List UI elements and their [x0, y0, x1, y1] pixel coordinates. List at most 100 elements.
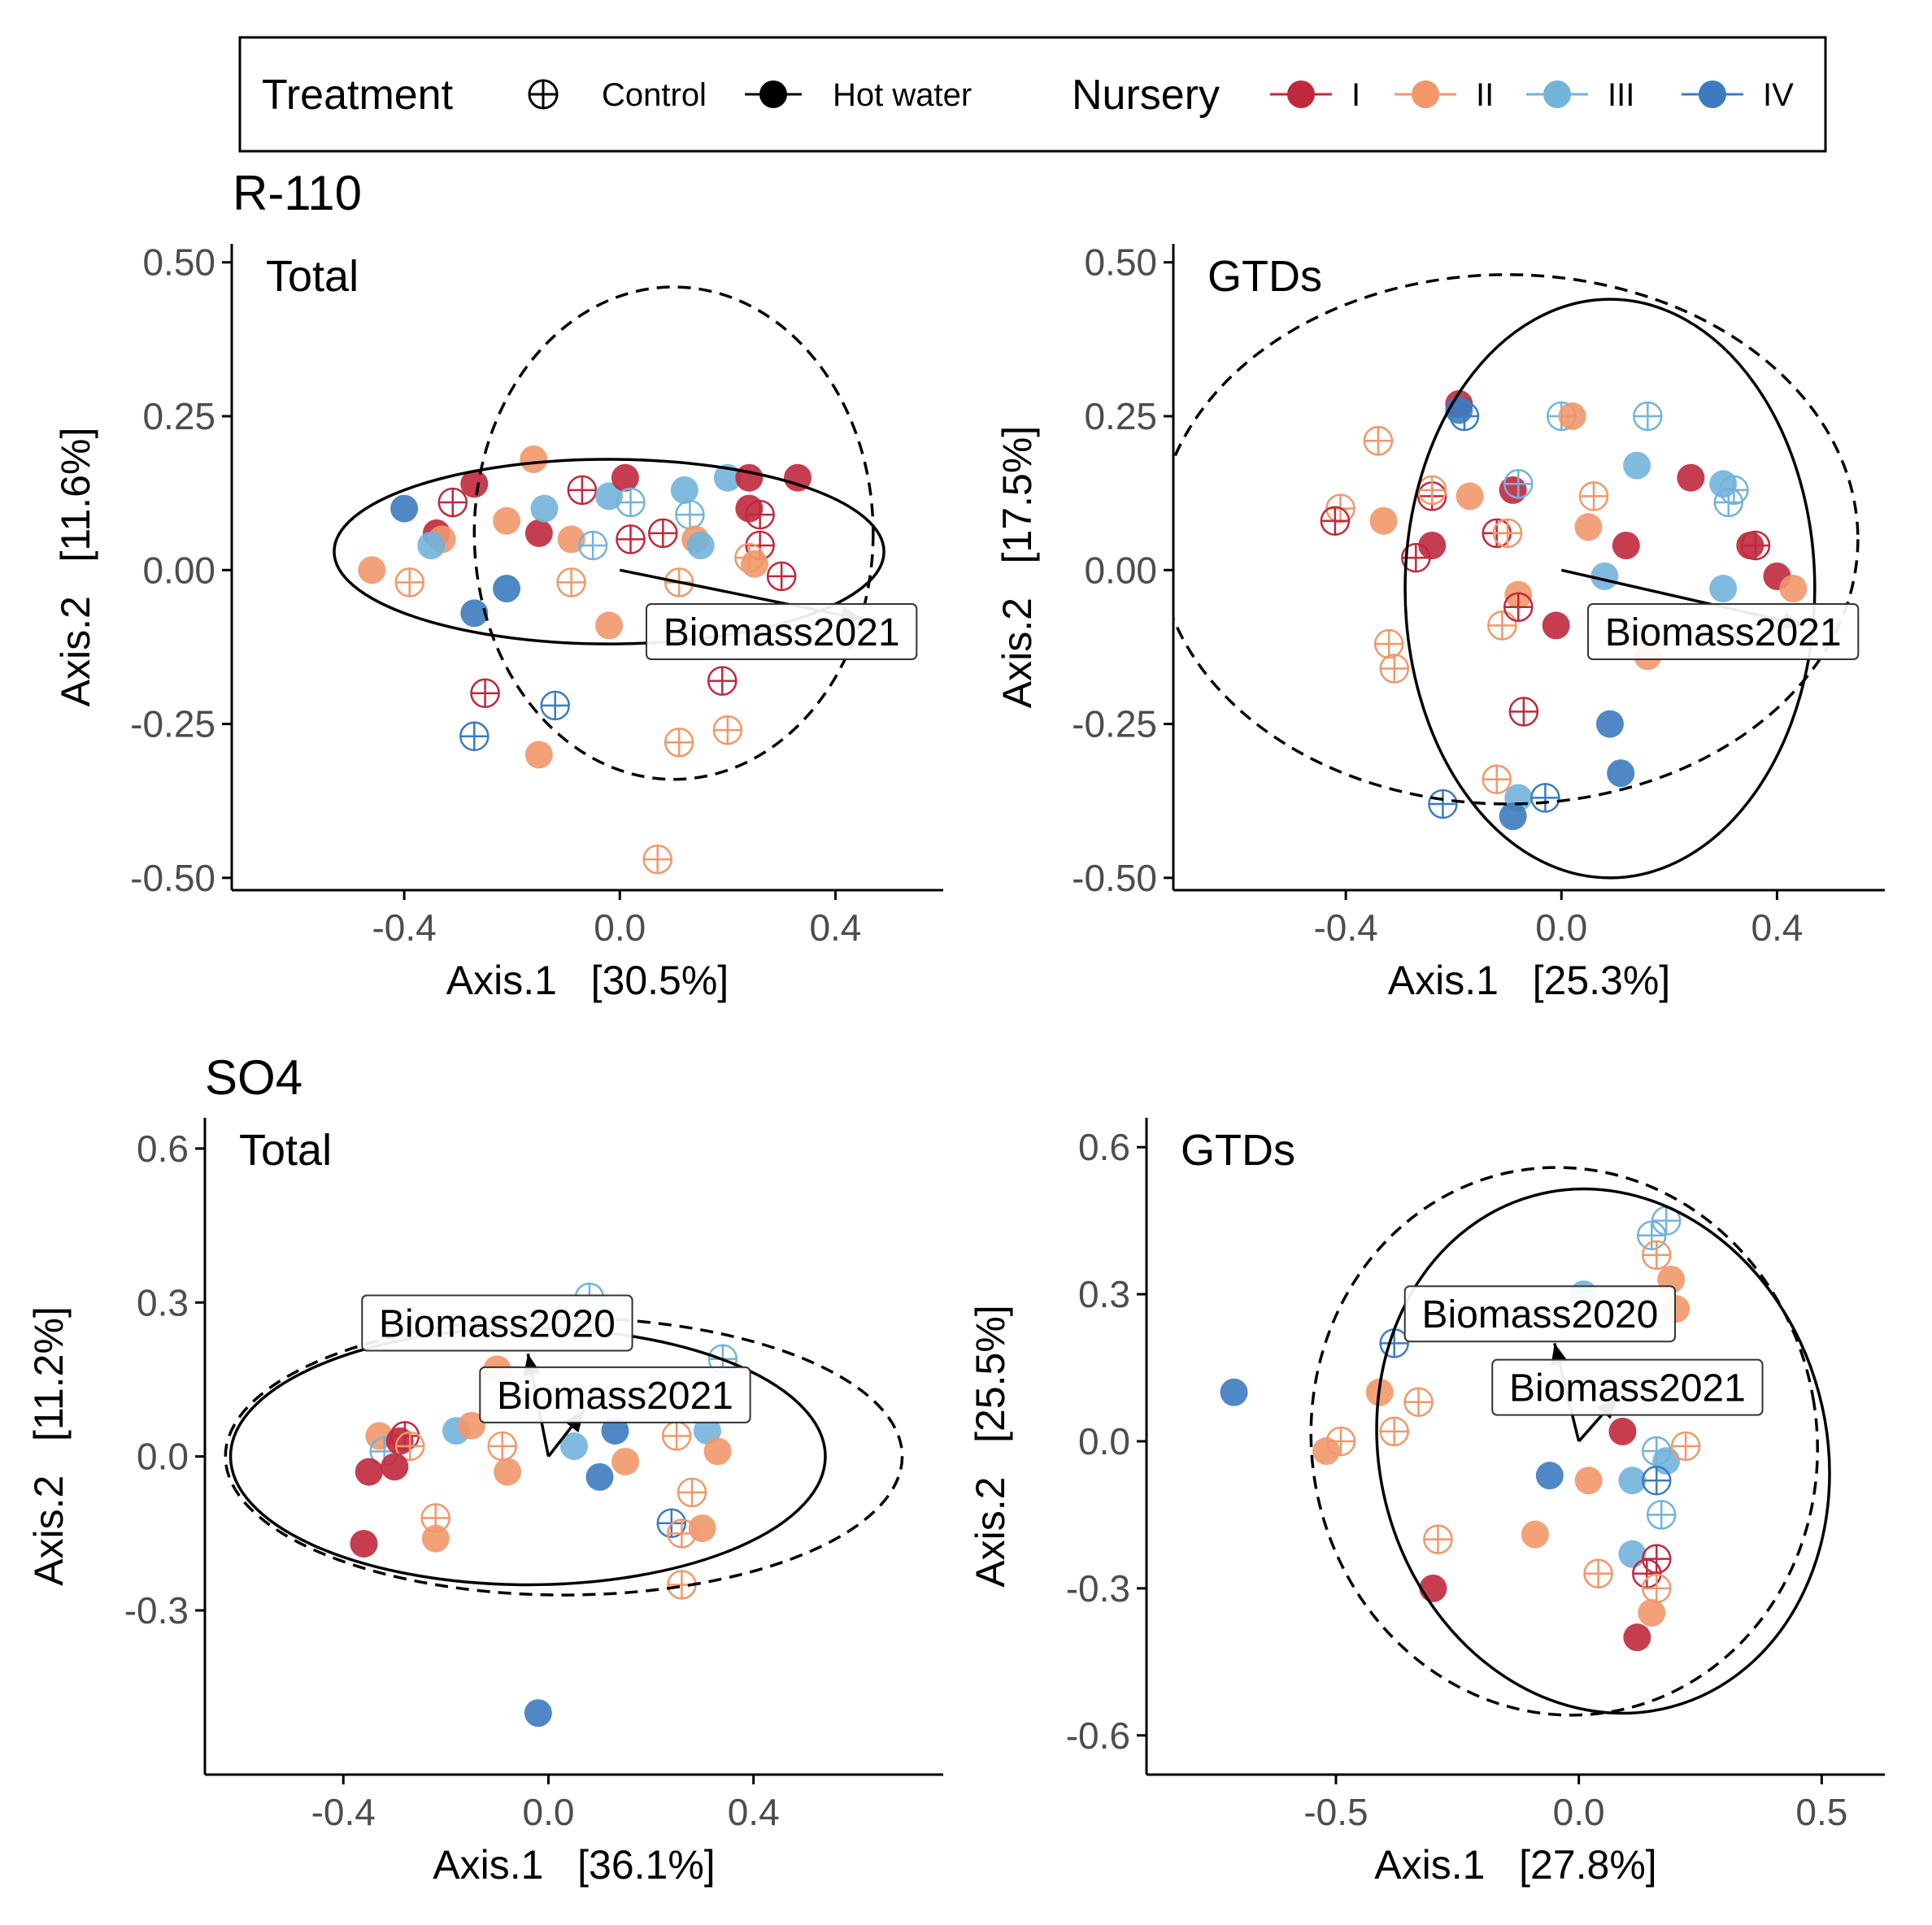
x-axis-title: Axis.1 [25.3%]: [1388, 958, 1670, 1003]
arrow-label-biomass2020: Biomass2020: [361, 1294, 633, 1352]
data-point-control: [1487, 611, 1517, 641]
data-point-hot-water: [670, 476, 698, 504]
arrow-label-box: [1403, 1285, 1677, 1343]
y-tick-label: 0.6: [137, 1128, 189, 1170]
arrow-label-biomass2021: Biomass2021: [1491, 1358, 1764, 1416]
data-point-hot-water: [1499, 476, 1527, 504]
x-tick-label: -0.4: [372, 906, 436, 949]
data-point-hot-water: [493, 506, 521, 535]
data-point-control: [1403, 1387, 1434, 1417]
arrow-label-text: Biomass2020: [1421, 1293, 1658, 1336]
legend-nursery-label: IV: [1763, 77, 1794, 113]
arrow-label-text: Biomass2021: [664, 611, 900, 654]
data-point-hot-water: [524, 1699, 552, 1727]
data-point-hot-water: [1456, 482, 1484, 511]
y-tick-label: -0.6: [1066, 1714, 1130, 1757]
panel-label: Total: [239, 1126, 332, 1175]
data-point-control: [1379, 654, 1410, 684]
data-point-hot-water: [460, 599, 489, 628]
x-tick-label: 0.4: [1751, 906, 1803, 949]
ellipse-control: [472, 285, 875, 781]
ellipse-hot-water: [1375, 1187, 1831, 1715]
data-point-hot-water: [784, 463, 812, 492]
data-point-hot-water: [1542, 611, 1570, 640]
data-point-hot-water: [1612, 532, 1640, 559]
data-point-hot-water: [1595, 710, 1624, 738]
x-tick-label: 0.0: [522, 1791, 574, 1833]
data-point-control: [437, 487, 468, 518]
y-tick-label: -0.3: [124, 1589, 189, 1632]
data-point-control: [616, 524, 646, 554]
arrow-label-biomass2021: Biomass2021: [479, 1366, 751, 1423]
data-point-control: [1423, 1524, 1453, 1554]
legend: Treatment Control Hot water Nursery I II I…: [238, 36, 1827, 153]
data-point-control: [664, 728, 694, 758]
data-point-control: [1633, 401, 1663, 432]
data-point-control: [394, 1431, 425, 1462]
y-axis-title: Axis.2 [11.2%]: [26, 1306, 72, 1586]
legend-nursery-swatch: [1699, 80, 1726, 108]
data-point-hot-water: [595, 611, 624, 640]
data-point-control: [1416, 475, 1447, 506]
x-tick-label: 0.4: [728, 1791, 780, 1833]
data-point-control: [707, 666, 738, 696]
data-point-hot-water: [1574, 513, 1603, 541]
data-point-hot-water: [457, 1411, 485, 1440]
data-point-control: [1508, 697, 1539, 727]
data-point-hot-water: [1607, 759, 1635, 788]
data-point-control: [648, 518, 678, 549]
data-point-control: [616, 487, 646, 518]
ellipse-control: [1173, 273, 1860, 806]
data-point-hot-water: [1638, 1599, 1666, 1627]
x-tick-label: 0.5: [1795, 1791, 1847, 1833]
data-point-control: [470, 678, 500, 708]
data-point-hot-water: [1369, 506, 1398, 535]
data-point-hot-water: [1608, 1417, 1637, 1445]
data-point-control: [1641, 1573, 1672, 1604]
data-point-hot-water: [421, 1524, 450, 1553]
data-point-control: [1492, 518, 1523, 549]
data-point-control: [1646, 1500, 1677, 1530]
data-point-hot-water: [530, 494, 559, 523]
data-point-hot-water: [686, 532, 715, 559]
data-point-hot-water: [350, 1529, 378, 1558]
data-point-control: [766, 561, 797, 592]
data-point-control: [1379, 1416, 1409, 1447]
legend-item-hot-water: Hot water: [745, 77, 972, 113]
y-tick-label: 0.00: [142, 549, 215, 591]
plot-area: [1220, 1166, 1831, 1717]
legend-item-control: Control: [528, 77, 707, 113]
y-tick-label: 0.0: [137, 1436, 189, 1478]
arrow-label-box: [479, 1366, 751, 1423]
data-point-hot-water: [1779, 575, 1808, 602]
legend-control-label: Control: [602, 77, 707, 113]
data-point-hot-water: [1521, 1520, 1549, 1549]
data-point-hot-water: [1709, 470, 1738, 498]
data-point-control: [1637, 1220, 1667, 1250]
data-point-control: [540, 690, 570, 721]
data-point-hot-water: [493, 575, 521, 602]
data-point-hot-water: [494, 1458, 522, 1486]
arrow-label-text: Biomass2021: [1509, 1367, 1746, 1410]
data-point-hot-water: [735, 463, 764, 492]
y-tick-label: 0.25: [1084, 395, 1157, 437]
data-point-control: [459, 721, 490, 751]
data-point-control: [1641, 1465, 1672, 1496]
y-tick-label: 0.0: [1078, 1420, 1130, 1462]
arrow-label-box: [1491, 1358, 1764, 1416]
data-point-hot-water: [1618, 1467, 1647, 1495]
data-point-hot-water: [601, 1417, 629, 1445]
data-point-control: [675, 499, 705, 530]
legend-nursery-label: I: [1351, 77, 1360, 113]
data-point-control: [1641, 1240, 1672, 1271]
data-point-hot-water: [385, 1427, 414, 1455]
legend-nursery-item-II: II: [1395, 77, 1494, 113]
x-tick-label: 0.0: [1535, 906, 1587, 949]
data-point-hot-water: [735, 494, 764, 523]
legend-hot-water-label: Hot water: [833, 77, 972, 113]
data-point-hot-water: [1499, 802, 1527, 831]
legend-nursery-label: III: [1608, 77, 1634, 113]
y-tick-label: 0.3: [137, 1281, 189, 1323]
data-point-hot-water: [1558, 402, 1586, 430]
data-point-hot-water: [1677, 463, 1705, 492]
